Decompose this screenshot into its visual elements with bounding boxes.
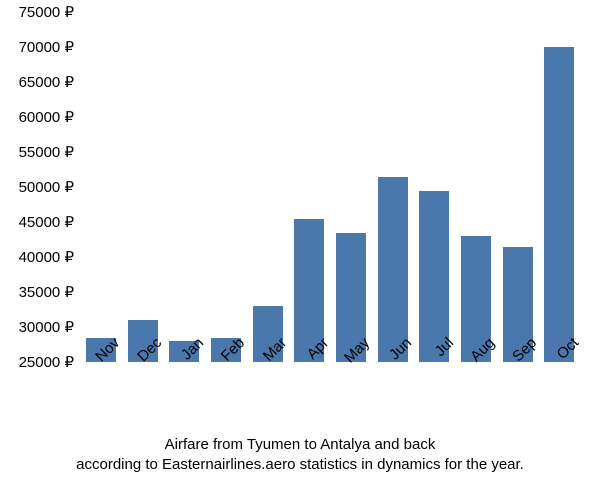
y-axis-tick: 25000 ₽ — [19, 353, 80, 371]
plot-area: 25000 ₽30000 ₽35000 ₽40000 ₽45000 ₽50000… — [80, 12, 580, 362]
y-axis-tick: 50000 ₽ — [19, 178, 80, 196]
bar — [544, 47, 574, 362]
y-axis-tick: 55000 ₽ — [19, 143, 80, 161]
chart-container: 25000 ₽ 30000 ₽ 35000 ₽ 40000 ₽ 45000 ₽ 50000… — [0, 0, 600, 500]
y-axis-tick: 40000 ₽ — [19, 248, 80, 266]
y-axis-tick: 75000 ₽ — [19, 3, 80, 21]
chart-caption: Airfare from Tyumen to Antalya and backa… — [0, 435, 600, 476]
y-axis-tick: 30000 ₽ — [19, 318, 80, 336]
y-axis-tick: 70000 ₽ — [19, 38, 80, 56]
y-axis-tick: 65000 ₽ — [19, 73, 80, 91]
y-axis-tick: 35000 ₽ — [19, 283, 80, 301]
y-axis-tick: 60000 ₽ — [19, 108, 80, 126]
y-axis-tick: 45000 ₽ — [19, 213, 80, 231]
